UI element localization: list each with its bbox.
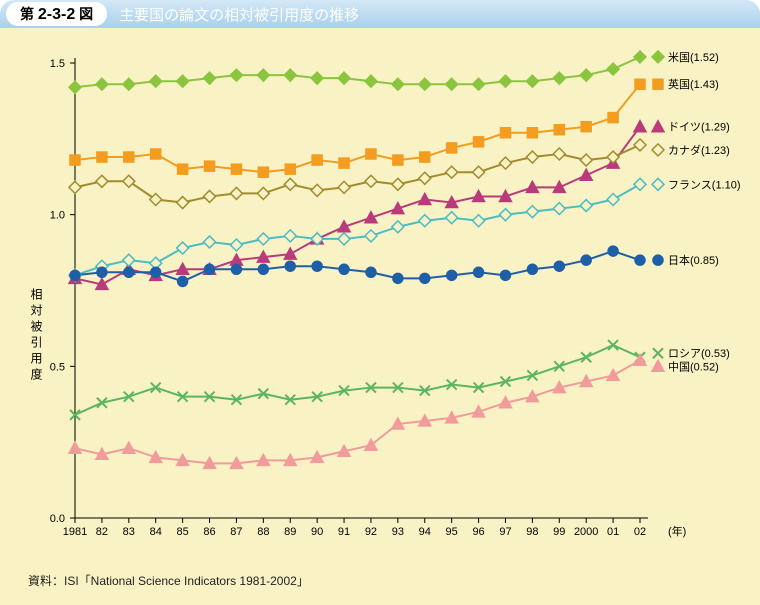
svg-text:フランス(1.10): フランス(1.10) [668, 179, 741, 191]
svg-text:0.5: 0.5 [50, 361, 65, 373]
svg-text:94: 94 [419, 526, 431, 538]
source-citation: 資料：ISI「National Science Indicators 1981-… [28, 572, 309, 589]
svg-text:ロシア(0.53): ロシア(0.53) [668, 348, 730, 360]
svg-text:1.0: 1.0 [50, 210, 65, 222]
svg-text:82: 82 [96, 526, 108, 538]
y-axis-label: 相対被引用度 [28, 288, 45, 384]
svg-text:92: 92 [365, 526, 377, 538]
svg-text:87: 87 [230, 526, 242, 538]
svg-text:米国(1.52): 米国(1.52) [668, 51, 719, 64]
figure-header: 第 2-3-2 図 主要国の論文の相対被引用度の推移 [0, 0, 760, 28]
svg-text:2000: 2000 [574, 526, 598, 538]
svg-text:日本(0.85): 日本(0.85) [668, 253, 719, 267]
svg-text:86: 86 [203, 526, 215, 538]
svg-text:中国(0.52): 中国(0.52) [668, 360, 719, 373]
chart-area: 相対被引用度 0.0 0.5 1.0 1.5 1981 82 83 84 85 86 87 88 89 9… [0, 28, 760, 605]
svg-text:1.5: 1.5 [50, 58, 65, 70]
svg-text:英国(1.43): 英国(1.43) [668, 77, 719, 91]
svg-text:カナダ(1.23): カナダ(1.23) [668, 143, 730, 157]
svg-text:89: 89 [284, 526, 296, 538]
figure-title: 主要国の論文の相対被引用度の推移 [119, 4, 359, 25]
line-chart: 0.0 0.5 1.0 1.5 1981 82 83 84 85 86 87 88 89 90 91 92 93… [0, 28, 760, 568]
svg-text:0.0: 0.0 [50, 513, 65, 525]
svg-text:85: 85 [176, 526, 188, 538]
svg-text:83: 83 [123, 526, 135, 538]
svg-text:90: 90 [311, 526, 323, 538]
svg-text:01: 01 [607, 526, 619, 538]
svg-text:84: 84 [150, 526, 162, 538]
svg-text:97: 97 [499, 526, 511, 538]
svg-text:88: 88 [257, 526, 269, 538]
svg-text:95: 95 [446, 526, 458, 538]
svg-text:02: 02 [634, 526, 646, 538]
svg-text:99: 99 [553, 526, 565, 538]
svg-text:93: 93 [392, 526, 404, 538]
figure-number-badge: 第 2-3-2 図 [6, 2, 107, 26]
svg-text:ドイツ(1.29): ドイツ(1.29) [668, 122, 730, 134]
svg-text:98: 98 [526, 526, 538, 538]
svg-text:91: 91 [338, 526, 350, 538]
svg-text:(年): (年) [668, 524, 686, 538]
svg-text:1981: 1981 [63, 526, 87, 538]
svg-text:96: 96 [472, 526, 484, 538]
